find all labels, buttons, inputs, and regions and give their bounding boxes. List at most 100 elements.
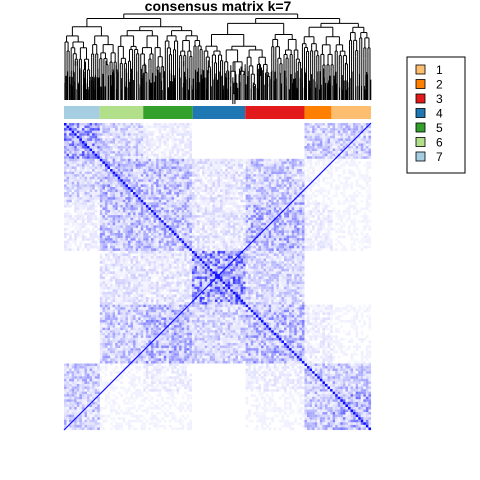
heatmap-cell bbox=[158, 156, 162, 159]
heatmap-cell bbox=[133, 207, 136, 211]
heatmap-cell bbox=[286, 215, 290, 218]
heatmap-cell bbox=[340, 217, 343, 221]
heatmap-cell bbox=[232, 192, 236, 195]
heatmap-cell bbox=[214, 158, 218, 162]
heatmap-cell bbox=[168, 151, 172, 154]
heatmap-cell bbox=[176, 179, 180, 182]
heatmap-cell bbox=[66, 140, 70, 144]
heatmap-cell bbox=[66, 220, 70, 223]
heatmap-cell bbox=[99, 125, 103, 129]
heatmap-cell bbox=[179, 158, 182, 162]
heatmap-cell bbox=[179, 169, 182, 172]
heatmap-cell bbox=[294, 215, 297, 218]
heatmap-cell bbox=[145, 161, 149, 164]
heatmap-cell bbox=[122, 199, 126, 203]
heatmap-cell bbox=[171, 171, 175, 175]
heatmap-cell bbox=[186, 233, 190, 236]
heatmap-cell bbox=[281, 197, 285, 200]
heatmap-cell bbox=[186, 212, 190, 216]
heatmap-cell bbox=[189, 217, 192, 221]
heatmap-cell bbox=[217, 169, 221, 172]
heatmap-cell bbox=[307, 138, 310, 141]
heatmap-cell bbox=[212, 225, 215, 228]
heatmap-cell bbox=[263, 209, 267, 213]
heatmap-cell bbox=[174, 225, 177, 228]
heatmap-cell bbox=[127, 156, 131, 159]
heatmap-cell bbox=[122, 138, 126, 141]
heatmap-cell bbox=[148, 197, 152, 200]
heatmap-cell bbox=[140, 123, 144, 126]
heatmap-cell bbox=[99, 204, 103, 208]
heatmap-cell bbox=[110, 199, 113, 203]
heatmap-cell bbox=[107, 128, 111, 131]
heatmap-cell bbox=[230, 163, 233, 167]
heatmap-cell bbox=[266, 176, 269, 180]
heatmap-cell bbox=[291, 204, 295, 208]
heatmap-cell bbox=[181, 148, 185, 152]
heatmap-cell bbox=[135, 163, 139, 167]
heatmap-cell bbox=[163, 230, 167, 234]
heatmap-cell bbox=[110, 174, 113, 177]
heatmap-cell bbox=[266, 215, 269, 218]
heatmap-cell bbox=[94, 158, 98, 162]
heatmap-cell bbox=[225, 194, 228, 198]
heatmap-cell bbox=[71, 163, 75, 167]
heatmap-cell bbox=[235, 189, 239, 193]
heatmap-cell bbox=[89, 123, 93, 126]
heatmap-cell bbox=[171, 227, 175, 231]
heatmap-cell bbox=[81, 230, 85, 234]
heatmap-cell bbox=[138, 140, 141, 144]
heatmap-cell bbox=[166, 184, 169, 188]
heatmap-cell bbox=[140, 156, 144, 159]
heatmap-cell bbox=[92, 161, 95, 164]
heatmap-cell bbox=[271, 174, 274, 177]
heatmap-cell bbox=[127, 123, 131, 126]
heatmap-cell bbox=[115, 215, 118, 218]
heatmap-cell bbox=[168, 233, 172, 236]
heatmap-cell bbox=[107, 143, 111, 147]
heatmap-cell bbox=[340, 215, 343, 218]
heatmap-cell bbox=[276, 204, 279, 208]
heatmap-cell bbox=[171, 186, 175, 190]
heatmap-cell bbox=[365, 207, 369, 211]
heatmap-cell bbox=[71, 143, 75, 147]
heatmap-cell bbox=[130, 220, 134, 223]
heatmap-cell bbox=[191, 181, 195, 185]
heatmap-cell bbox=[143, 215, 146, 218]
heatmap-cell bbox=[347, 212, 351, 216]
heatmap-cell bbox=[125, 227, 129, 231]
heatmap-cell bbox=[204, 186, 208, 190]
heatmap-cell bbox=[133, 138, 136, 141]
heatmap-cell bbox=[309, 186, 313, 190]
heatmap-cell bbox=[317, 212, 320, 216]
heatmap-cell bbox=[319, 217, 323, 221]
heatmap-cell bbox=[84, 128, 88, 131]
heatmap-cell bbox=[237, 230, 241, 234]
heatmap-cell bbox=[92, 146, 95, 149]
heatmap-cell bbox=[355, 133, 359, 136]
heatmap-cell bbox=[360, 143, 364, 147]
heatmap-cell bbox=[115, 176, 118, 180]
heatmap-cell bbox=[294, 222, 297, 226]
heatmap-cell bbox=[87, 151, 90, 154]
heatmap-cell bbox=[258, 161, 262, 164]
heatmap-cell bbox=[163, 140, 167, 144]
heatmap-cell bbox=[220, 179, 223, 182]
heatmap-cell bbox=[322, 163, 325, 167]
heatmap-cell bbox=[232, 204, 236, 208]
heatmap-cell bbox=[122, 204, 126, 208]
heatmap-cell bbox=[71, 128, 75, 131]
heatmap-cell bbox=[240, 194, 244, 198]
heatmap-cell bbox=[107, 222, 111, 226]
heatmap-cell bbox=[117, 184, 121, 188]
heatmap-cell bbox=[291, 186, 295, 190]
heatmap-cell bbox=[222, 225, 226, 228]
heatmap-cell bbox=[87, 169, 90, 172]
heatmap-cell bbox=[253, 171, 256, 175]
heatmap-cell bbox=[276, 199, 279, 203]
heatmap-cell bbox=[104, 176, 108, 180]
heatmap-cell bbox=[174, 156, 177, 159]
heatmap-cell bbox=[122, 169, 126, 172]
heatmap-cell bbox=[150, 140, 154, 144]
heatmap-cell bbox=[232, 230, 236, 234]
